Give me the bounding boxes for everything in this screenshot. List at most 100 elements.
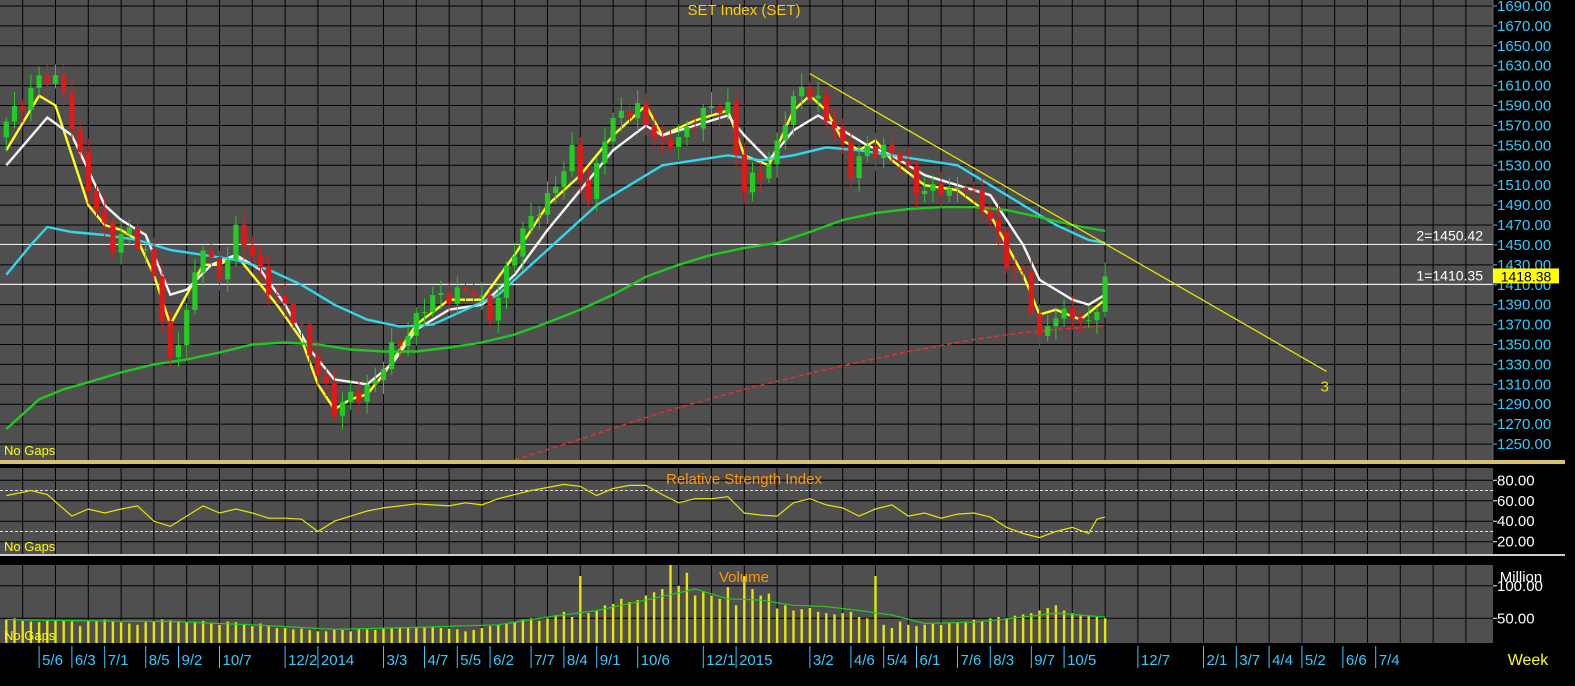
candle[interactable]: [520, 221, 526, 271]
candle[interactable]: [110, 217, 116, 261]
candle[interactable]: [610, 112, 616, 150]
candle[interactable]: [790, 90, 797, 136]
price-panel[interactable]: 2=1450.42 1=1410.35 3 1250.00 1270.00 1290.…: [0, 0, 1559, 461]
candle[interactable]: [1053, 307, 1059, 341]
candle[interactable]: [963, 175, 969, 197]
candle[interactable]: [577, 137, 583, 195]
candle[interactable]: [741, 142, 747, 204]
candle[interactable]: [979, 177, 985, 222]
candle[interactable]: [36, 66, 42, 97]
rsi-panel[interactable]: 20.00 40.00 60.00 80.00 Relative Strength I…: [0, 468, 1535, 554]
candle[interactable]: [372, 367, 378, 393]
candle[interactable]: [454, 276, 460, 316]
candle[interactable]: [1069, 295, 1075, 330]
candle[interactable]: [315, 341, 321, 386]
candle[interactable]: [126, 219, 132, 246]
candle[interactable]: [831, 108, 838, 141]
candle[interactable]: [339, 392, 346, 430]
volume-panel[interactable]: 50.00 100.00 Volume Million No Gaps: [0, 565, 1543, 643]
candle[interactable]: [430, 286, 436, 317]
candle[interactable]: [635, 90, 641, 132]
candle[interactable]: [995, 205, 1002, 246]
candle[interactable]: [413, 307, 419, 346]
candle[interactable]: [298, 309, 305, 339]
candle[interactable]: [175, 332, 182, 367]
candle[interactable]: [758, 162, 764, 193]
candle[interactable]: [848, 130, 854, 186]
candle[interactable]: [676, 123, 682, 161]
candle[interactable]: [930, 175, 936, 203]
candle[interactable]: [766, 151, 772, 183]
candle[interactable]: [1086, 306, 1092, 329]
candle[interactable]: [569, 132, 575, 177]
candle[interactable]: [872, 132, 879, 172]
candle[interactable]: [1077, 310, 1084, 333]
candlesticks[interactable]: [3, 63, 1108, 430]
candle[interactable]: [159, 264, 165, 334]
candle[interactable]: [528, 202, 534, 233]
candle[interactable]: [495, 283, 501, 334]
candle[interactable]: [69, 80, 75, 139]
candle[interactable]: [692, 113, 698, 140]
candle[interactable]: [405, 321, 411, 357]
candle[interactable]: [971, 181, 977, 204]
candle[interactable]: [725, 88, 731, 120]
candle[interactable]: [167, 311, 173, 368]
candle[interactable]: [274, 286, 280, 305]
candle[interactable]: [889, 130, 895, 164]
candle[interactable]: [216, 250, 223, 291]
candle[interactable]: [913, 160, 920, 208]
candle[interactable]: [348, 380, 354, 410]
candle[interactable]: [700, 103, 706, 142]
candle[interactable]: [356, 380, 362, 414]
candle[interactable]: [85, 138, 91, 205]
candle[interactable]: [307, 319, 313, 365]
candle[interactable]: [1094, 307, 1100, 335]
candle[interactable]: [389, 328, 395, 375]
candle[interactable]: [946, 177, 952, 203]
candle[interactable]: [733, 93, 739, 168]
candle[interactable]: [364, 374, 370, 414]
candle[interactable]: [61, 65, 67, 107]
candle[interactable]: [561, 161, 567, 200]
candle[interactable]: [52, 64, 59, 89]
candle[interactable]: [118, 220, 124, 265]
candle[interactable]: [479, 282, 485, 310]
candle[interactable]: [626, 102, 633, 124]
candle[interactable]: [266, 255, 272, 306]
candle[interactable]: [536, 205, 542, 230]
candle[interactable]: [192, 258, 198, 315]
candle[interactable]: [282, 282, 288, 318]
candle[interactable]: [708, 92, 715, 115]
candle[interactable]: [782, 111, 788, 151]
candle[interactable]: [954, 176, 961, 203]
candle[interactable]: [249, 235, 255, 263]
candle[interactable]: [102, 196, 108, 237]
candle[interactable]: [225, 246, 231, 292]
candle[interactable]: [20, 99, 26, 123]
trendline[interactable]: 3: [809, 73, 1329, 396]
candle[interactable]: [257, 245, 264, 281]
candle[interactable]: [1012, 254, 1018, 284]
candle[interactable]: [594, 157, 600, 212]
candle[interactable]: [749, 161, 756, 202]
candle[interactable]: [643, 93, 649, 136]
candle[interactable]: [807, 82, 813, 104]
candle[interactable]: [184, 303, 190, 359]
candle[interactable]: [897, 148, 903, 175]
candle[interactable]: [233, 216, 239, 267]
candle[interactable]: [667, 130, 674, 152]
candle[interactable]: [1061, 299, 1067, 327]
candle[interactable]: [134, 214, 141, 257]
candle[interactable]: [651, 113, 657, 147]
candle[interactable]: [544, 181, 551, 225]
candle[interactable]: [11, 92, 18, 129]
candle[interactable]: [602, 127, 608, 175]
candle[interactable]: [397, 337, 403, 359]
candle[interactable]: [1004, 227, 1010, 273]
candle[interactable]: [290, 297, 296, 328]
candle[interactable]: [840, 118, 846, 154]
candle[interactable]: [28, 74, 34, 122]
